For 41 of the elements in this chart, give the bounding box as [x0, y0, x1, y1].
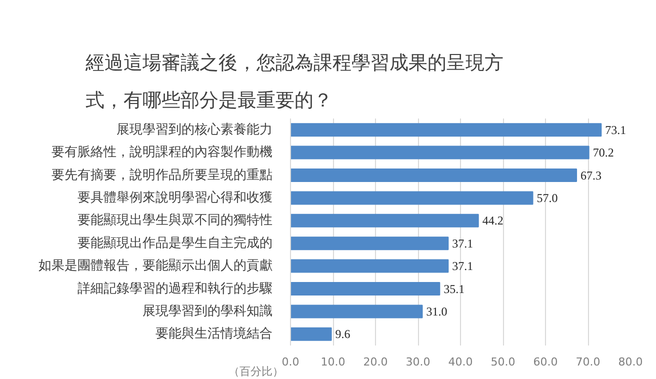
x-tick-label: 50.0: [490, 356, 516, 368]
bar: [290, 146, 590, 160]
y-tick-label: 要能與生活情境結合: [156, 326, 272, 342]
x-axis-title: （百分比）: [228, 365, 284, 378]
x-tick-label: 10.0: [320, 356, 346, 368]
data-label: 35.1: [444, 282, 465, 296]
bar: [290, 327, 332, 341]
bar: [290, 282, 440, 296]
x-tick-label: 80.0: [618, 356, 643, 368]
y-tick-label: 要能顯現出作品是學生自主完成的: [78, 234, 272, 251]
y-tick-label: 展現學習到的核心素養能力: [116, 121, 272, 138]
y-tick-label: 要具體舉例來說明學習心得和收獲: [78, 189, 272, 206]
y-tick-label: 如果是團體報告，要能顯示出個人的貢獻: [38, 258, 272, 274]
bar: [290, 123, 602, 137]
bar: [290, 236, 449, 250]
x-tick-label: 0.0: [282, 356, 300, 368]
data-label: 31.0: [426, 304, 448, 318]
data-label: 37.1: [452, 259, 474, 274]
data-label: 57.0: [536, 190, 558, 205]
data-label: 37.1: [452, 236, 474, 250]
bar: [290, 191, 534, 205]
data-label: 9.6: [335, 327, 350, 342]
x-tick-label: 70.0: [576, 356, 600, 368]
y-tick-label: 要能顯現出學生與眾不同的獨特性: [78, 213, 272, 228]
chart-title: 經過這場審議之後，您認為課程學習成果的呈現方式，有哪些部分是最重要的？: [84, 52, 504, 112]
y-tick-label: 詳細記錄學習的過程和執行的步驟: [78, 281, 272, 296]
x-tick-label: 20.0: [363, 356, 388, 368]
y-tick-label: 展現學習到的學科知識: [142, 304, 272, 319]
x-tick-label: 30.0: [406, 356, 430, 368]
data-label: 73.1: [605, 122, 626, 137]
data-label: 70.2: [592, 146, 614, 160]
bar: [290, 259, 449, 273]
x-tick-label: 40.0: [448, 356, 473, 368]
bar: [290, 304, 423, 318]
y-tick-label: 要先有摘要，說明作品所要呈現的重點: [52, 168, 272, 183]
data-label: 67.3: [580, 168, 602, 182]
bar: [290, 214, 479, 228]
data-label: 44.2: [482, 214, 504, 228]
y-tick-label: 要有脈絡性，說明課程的內容製作動機: [52, 144, 272, 160]
x-tick-label: 60.0: [533, 356, 558, 368]
bar: [290, 168, 578, 182]
